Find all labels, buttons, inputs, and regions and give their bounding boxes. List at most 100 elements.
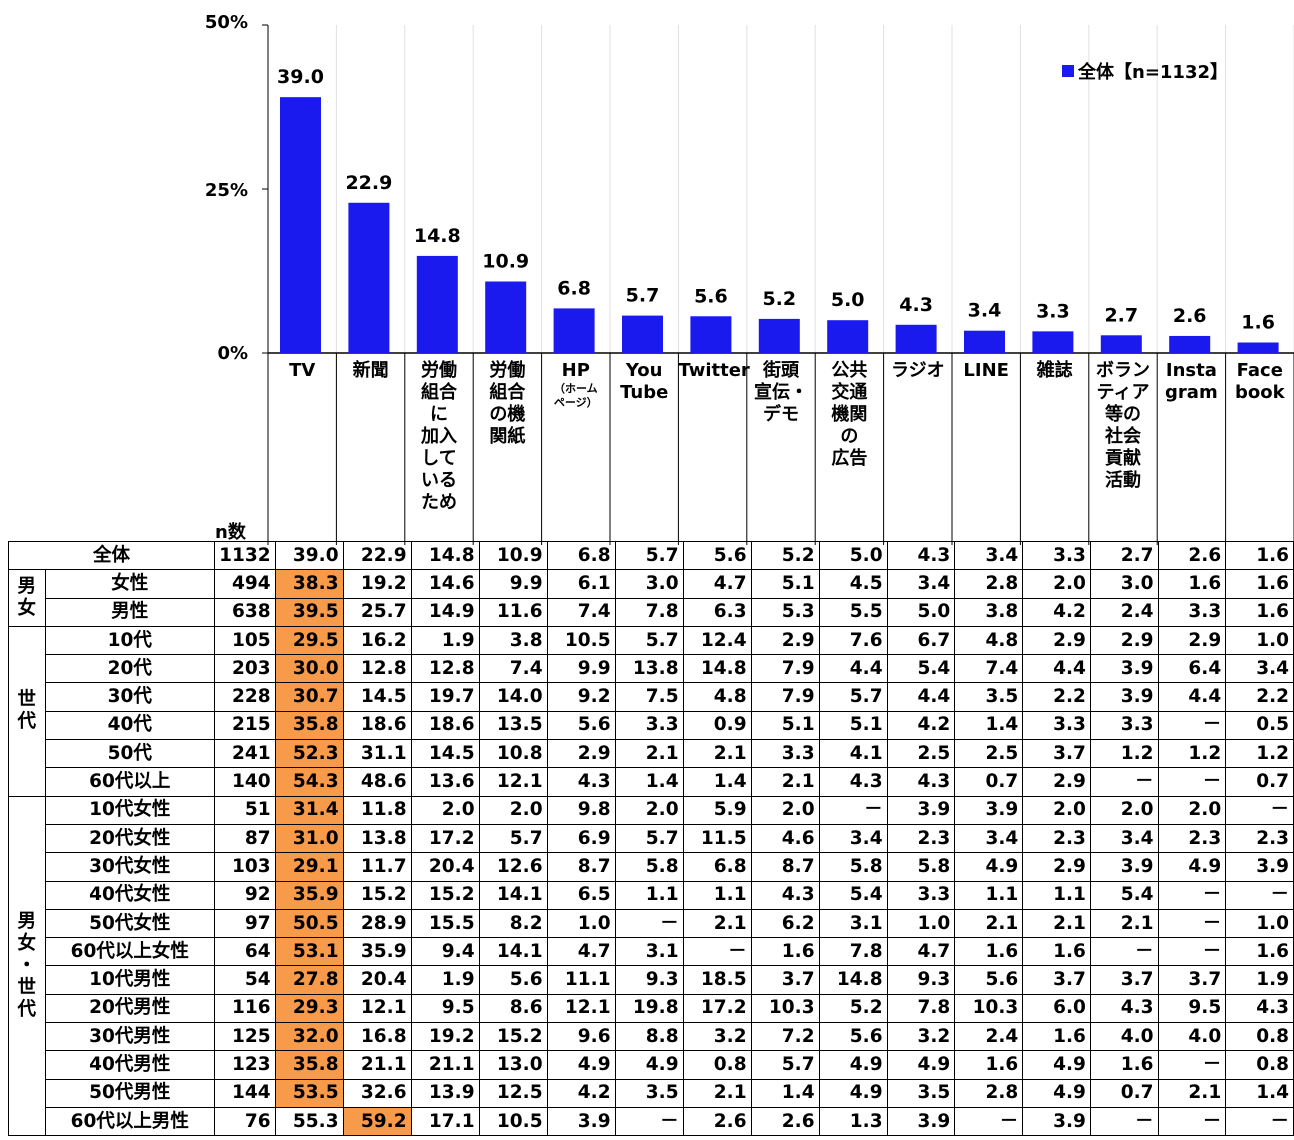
value-cell: 9.3 — [886, 965, 956, 995]
y-tick-0: 0% — [217, 343, 248, 364]
value-cell: 13.9 — [410, 1078, 480, 1108]
value-cell: 1.6 — [1089, 1050, 1159, 1080]
value-cell: 3.9 — [1089, 682, 1159, 712]
category-label-line: ティア — [1096, 382, 1150, 403]
value-cell: 13.5 — [478, 710, 548, 741]
bar-value-label: 3.3 — [1036, 300, 1070, 322]
category-label-line: 関紙 — [489, 426, 526, 447]
value-cell: 30.7 — [274, 682, 344, 712]
value-cell: 15.5 — [410, 908, 480, 939]
category-label-line: Tube — [620, 382, 669, 403]
value-cell: 21.1 — [410, 1050, 480, 1080]
value-cell: 3.3 — [1022, 710, 1091, 741]
value-cell: 14.9 — [410, 597, 480, 627]
value-cell: 1.9 — [410, 965, 480, 995]
category-header: 雑誌 — [1020, 360, 1088, 540]
value-cell: 8.7 — [546, 852, 616, 882]
value-cell: 18.6 — [410, 710, 480, 741]
value-cell: 9.9 — [478, 569, 548, 599]
value-cell: 11.1 — [546, 965, 616, 995]
value-cell: 3.3 — [750, 739, 820, 769]
category-label-line: 公共 — [831, 360, 868, 381]
category-label-line: デモ — [762, 404, 799, 425]
table-row: 男性 638 39.5 25.7 14.9 11.6 7.4 7.8 6.3 5.3 5.5 5.0 3… — [9, 597, 1294, 627]
value-cell: 1.9 — [1225, 965, 1294, 995]
value-cell: 1.0 — [546, 908, 616, 939]
bar-value-label: 2.7 — [1104, 304, 1138, 326]
value-cell: 48.6 — [342, 767, 412, 797]
value-cell: 2.8 — [954, 569, 1024, 599]
table-row: 30代男性 125 32.0 16.8 19.2 15.2 9.6 8.8 3.2 7.2 5.6 3… — [9, 1022, 1294, 1052]
value-cell: 19.2 — [410, 1022, 480, 1052]
value-cell: 14.0 — [478, 682, 548, 712]
value-cell: 5.5 — [818, 597, 888, 627]
value-cell: 12.5 — [478, 1078, 548, 1108]
row-label: 50代 — [44, 739, 216, 769]
value-cell: 3.9 — [954, 795, 1024, 825]
category-label-line: 社会 — [1104, 426, 1141, 447]
table-row: 20代 203 30.0 12.8 12.8 7.4 9.9 13.8 14.8 7.9 4.4 5.… — [9, 654, 1294, 684]
value-cell: 2.1 — [682, 739, 752, 769]
value-cell: 29.1 — [274, 852, 344, 882]
category-label-line: して — [421, 448, 457, 469]
category-header: 街頭 宣伝・ デモ — [747, 360, 815, 540]
value-cell: 1.1 — [954, 880, 1024, 910]
group-label-char: 代 — [17, 711, 37, 733]
table-row: 50代 241 52.3 31.1 14.5 10.8 2.9 2.1 2.1 3.3 4.1 2.5… — [9, 739, 1294, 769]
value-cell: 3.1 — [614, 937, 684, 967]
value-cell: 4.2 — [546, 1078, 616, 1108]
value-cell: 7.9 — [750, 654, 820, 684]
value-cell: 8.7 — [750, 852, 820, 882]
value-cell: 10.3 — [750, 993, 820, 1024]
value-cell: 11.6 — [478, 597, 548, 627]
value-cell: 3.9 — [1022, 1106, 1091, 1137]
value-cell: 2.4 — [1089, 597, 1159, 627]
row-label: 20代男性 — [44, 993, 216, 1024]
category-label-line: いる — [420, 470, 457, 491]
value-cell: 0.7 — [1225, 767, 1294, 797]
category-header: 新聞 — [336, 360, 404, 540]
value-cell: 10.9 — [478, 540, 548, 571]
bar — [280, 97, 321, 353]
data-table: 全体 1132 39.0 22.9 14.8 10.9 6.8 5.7 5.6 5.2 5.0 4.3… — [7, 540, 1294, 1137]
value-cell: 12.1 — [546, 993, 616, 1024]
value-cell: 4.7 — [546, 937, 616, 967]
bar-value-label: 5.0 — [831, 289, 865, 311]
n-count-cell: 125 — [214, 1022, 276, 1052]
value-cell: 3.4 — [818, 823, 888, 854]
bar-value-label: 39.0 — [277, 66, 324, 88]
value-cell: 5.8 — [614, 852, 684, 882]
value-cell: 1.1 — [614, 880, 684, 910]
value-cell: 15.2 — [342, 880, 412, 910]
value-cell: 50.5 — [274, 908, 344, 939]
value-cell: 3.7 — [750, 965, 820, 995]
table-row: 60代以上男性 76 55.3 59.2 17.1 10.5 3.9 － 2.6 2.6 1.3 3.… — [9, 1106, 1294, 1137]
group-label-char: 男 — [17, 910, 37, 932]
value-cell: 20.4 — [410, 852, 480, 882]
value-cell: 3.8 — [478, 625, 548, 656]
table-row: 40代 215 35.8 18.6 18.6 13.5 5.6 3.3 0.9 5.1 5.1 4.2… — [9, 710, 1294, 741]
category-label-line: Insta — [1165, 360, 1217, 381]
row-label: 男性 — [44, 597, 216, 627]
value-cell: 14.8 — [410, 540, 480, 571]
value-cell: 1.6 — [1225, 569, 1294, 599]
value-cell: 14.5 — [342, 682, 412, 712]
value-cell: 4.3 — [886, 767, 956, 797]
value-cell: 5.1 — [818, 710, 888, 741]
value-cell: 3.9 — [1225, 852, 1294, 882]
category-label-line: 組合 — [489, 382, 526, 403]
value-cell: － — [1225, 1106, 1294, 1137]
value-cell: 2.5 — [954, 739, 1024, 769]
value-cell: 3.4 — [954, 823, 1024, 854]
value-cell: 9.6 — [546, 1022, 616, 1052]
value-cell: 12.1 — [342, 993, 412, 1024]
bar — [1169, 335, 1211, 353]
value-cell: 3.4 — [1225, 654, 1294, 684]
value-cell: 7.4 — [478, 654, 548, 684]
value-cell: 29.5 — [274, 625, 344, 656]
value-cell: 21.1 — [342, 1050, 412, 1080]
value-cell: 54.3 — [274, 767, 344, 797]
value-cell: 4.3 — [750, 880, 820, 910]
value-cell: 9.3 — [614, 965, 684, 995]
value-cell: 2.1 — [614, 739, 684, 769]
